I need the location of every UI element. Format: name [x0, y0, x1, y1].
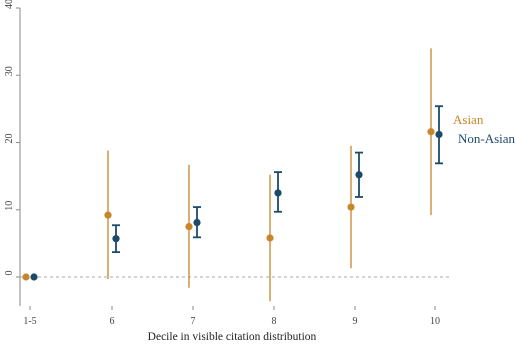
point-non-asian-8	[274, 189, 282, 197]
x-tick-label-8: 8	[272, 316, 277, 327]
legend-label-non-asian: Non-Asian	[458, 131, 516, 146]
legend: Asian Non-Asian	[453, 112, 516, 146]
point-asian-7	[185, 222, 193, 231]
point-non-asian-1-5	[30, 273, 38, 281]
point-asian-8	[266, 234, 274, 242]
point-asian-10	[427, 128, 435, 136]
x-axis-ticks: 1-5 6 7 8 9 10	[23, 306, 440, 327]
x-tick-label-10: 10	[430, 316, 440, 327]
point-asian-9	[347, 203, 355, 211]
x-axis-title: Decile in visible citation distribution	[148, 331, 317, 343]
y-tick-label-10: 10	[4, 201, 15, 211]
y-tick-label-40: 40	[4, 0, 15, 9]
x-tick-label-1-5: 1-5	[23, 316, 36, 327]
point-asian-6	[104, 211, 112, 219]
y-axis-ticks: 0 10 20 30 40	[4, 0, 20, 278]
error-bars	[107, 48, 443, 302]
data-points	[22, 128, 443, 281]
point-non-asian-7	[193, 218, 201, 227]
y-tick-label-20: 20	[4, 134, 15, 144]
point-non-asian-6	[112, 235, 120, 243]
x-tick-label-6: 6	[110, 316, 115, 327]
x-tick-label-7: 7	[191, 316, 196, 327]
point-asian-1-5	[22, 273, 30, 281]
y-tick-label-0: 0	[4, 271, 15, 276]
point-non-asian-9	[355, 171, 363, 179]
legend-label-asian: Asian	[453, 112, 484, 127]
y-tick-label-30: 30	[4, 66, 15, 76]
x-tick-label-9: 9	[353, 316, 358, 327]
point-non-asian-10	[435, 130, 443, 139]
